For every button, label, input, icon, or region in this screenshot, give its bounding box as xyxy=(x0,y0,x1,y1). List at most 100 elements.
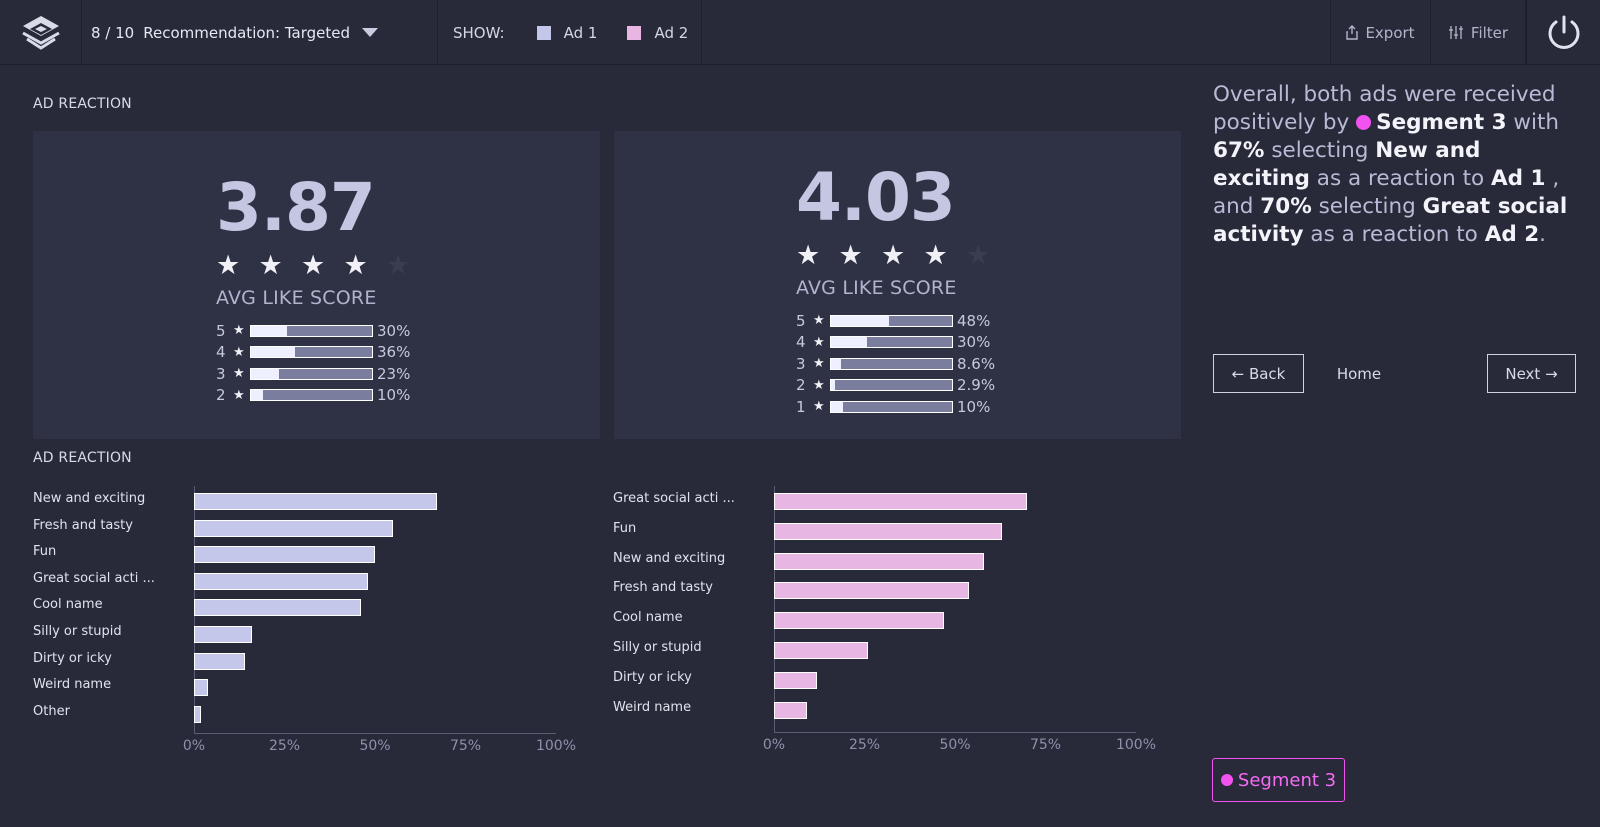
chart-x-axis xyxy=(774,732,1136,734)
chart-category-label: Great social acti ... xyxy=(33,570,155,586)
chart-bar[interactable] xyxy=(194,546,375,564)
dist-percent: 10% xyxy=(957,397,991,416)
chart-bar[interactable] xyxy=(774,612,945,630)
avg-score-value: 4.03 xyxy=(796,159,956,236)
logo[interactable] xyxy=(0,0,82,65)
dist-bar xyxy=(830,400,953,413)
back-button[interactable]: ← Back xyxy=(1213,354,1304,393)
chart-bar[interactable] xyxy=(774,701,807,719)
summary-pct1: 67% xyxy=(1213,138,1265,163)
chart-bar[interactable] xyxy=(774,493,1028,510)
chart-bar[interactable] xyxy=(194,679,209,697)
dist-row: 4 ★ 36% xyxy=(216,342,429,364)
score-card-ad1: 3.87 ★ ★ ★ ★ ★ AVG LIKE SCORE 5 ★ 30% 4 ★ 36… xyxy=(33,131,600,439)
star-icon: ★ xyxy=(813,313,825,329)
chart-tick-label: 75% xyxy=(449,738,482,755)
avg-score-value: 3.87 xyxy=(216,169,376,246)
chart-bar[interactable] xyxy=(774,522,1003,540)
summary-text: Overall, both ads were received positive… xyxy=(1213,81,1578,249)
chart-bar[interactable] xyxy=(774,552,984,570)
dist-level: 3 xyxy=(796,354,806,373)
chart-bar[interactable] xyxy=(194,626,252,643)
star-icon: ★ xyxy=(881,240,906,271)
summary-part: as a reaction to xyxy=(1310,222,1478,247)
chart-tick-label: 25% xyxy=(268,738,301,755)
chart-tick-label: 75% xyxy=(1029,737,1062,754)
chart-bar[interactable] xyxy=(194,652,245,670)
chart-tick-label: 100% xyxy=(535,738,577,755)
chart-bar[interactable] xyxy=(194,572,368,590)
segment-badge-label: Segment 3 xyxy=(1237,769,1337,791)
dist-bar-fill xyxy=(831,380,835,391)
dist-bar-fill xyxy=(251,347,295,358)
legend-label-ad1[interactable]: Ad 1 xyxy=(563,23,598,42)
dist-bar xyxy=(250,324,373,337)
star-empty-icon: ★ xyxy=(386,250,411,281)
reaction-chart-ad2: Great social acti ... Fun New and exciting… xyxy=(613,486,1173,776)
star-icon: ★ xyxy=(343,250,368,281)
chart-bar[interactable] xyxy=(194,599,361,617)
chart-bar[interactable] xyxy=(774,671,818,689)
star-icon: ★ xyxy=(813,356,825,372)
dist-bar xyxy=(830,336,953,349)
star-icon: ★ xyxy=(813,399,825,415)
chart-bar[interactable] xyxy=(194,493,437,510)
dist-percent: 8.6% xyxy=(957,354,996,373)
chart-x-axis xyxy=(194,733,556,735)
dist-bar-fill xyxy=(251,325,288,336)
star-icon: ★ xyxy=(838,240,863,271)
dist-row: 3 ★ 23% xyxy=(216,363,429,385)
chart-bar[interactable] xyxy=(774,642,869,659)
filter-label: Filter xyxy=(1470,23,1509,42)
dist-row: 1 ★ 10% xyxy=(796,396,1009,418)
step-counter: 8 / 10 xyxy=(91,23,135,42)
dist-row: 4 ★ 30% xyxy=(796,332,1009,354)
star-rating: ★ ★ ★ ★ ★ xyxy=(796,241,1009,271)
score-block: 3.87 ★ ★ ★ ★ ★ AVG LIKE SCORE 5 ★ 30% 4 ★ 36… xyxy=(216,175,429,406)
summary-reaction2: Great social activity xyxy=(1213,194,1568,247)
chart-category-label: Cool name xyxy=(613,610,683,626)
score-distribution: 5 ★ 30% 4 ★ 36% 3 ★ 23% 2 ★ 10% xyxy=(216,320,429,406)
dist-level: 1 xyxy=(796,397,806,416)
dist-bar-fill xyxy=(831,401,844,412)
chart-category-label: Dirty or icky xyxy=(33,650,112,666)
summary-ad1: Ad 1 xyxy=(1491,166,1546,191)
filter-button[interactable]: Filter xyxy=(1431,0,1526,65)
dist-percent: 30% xyxy=(377,321,411,340)
chart-bar[interactable] xyxy=(194,705,202,723)
segment-badge[interactable]: Segment 3 xyxy=(1212,758,1345,802)
star-icon: ★ xyxy=(233,366,245,382)
chart-category-label: Silly or stupid xyxy=(33,624,122,639)
chart-tick-label: 0% xyxy=(762,737,786,754)
dist-bar xyxy=(830,379,953,392)
avg-like-score-label: AVG LIKE SCORE xyxy=(216,287,377,309)
dist-percent: 30% xyxy=(957,333,991,352)
summary-part: . xyxy=(1539,222,1547,247)
avg-like-score-label: AVG LIKE SCORE xyxy=(796,277,957,299)
star-icon: ★ xyxy=(813,334,825,350)
summary-part: Overall, both ads were received positive… xyxy=(1213,82,1556,135)
home-button[interactable]: Home xyxy=(1336,364,1382,383)
segment-dot-icon xyxy=(1356,115,1372,130)
dist-level: 2 xyxy=(216,386,226,405)
recommendation-label: Recommendation: Targeted xyxy=(143,23,351,42)
next-button[interactable]: Next → xyxy=(1487,354,1576,393)
summary-part: selecting xyxy=(1271,138,1369,163)
chart-bar[interactable] xyxy=(194,519,394,537)
legend-swatch-ad2[interactable] xyxy=(627,25,642,40)
score-distribution: 5 ★ 48% 4 ★ 30% 3 ★ 8.6% 2 ★ 2.9% 1 ★ 10% xyxy=(796,310,1009,418)
recommendation-dropdown[interactable]: 8 / 10 Recommendation: Targeted xyxy=(82,0,438,65)
section-title-ad-reaction: AD REACTION xyxy=(33,96,132,112)
chart-category-label: Silly or stupid xyxy=(613,640,702,655)
legend-swatch-ad1[interactable] xyxy=(536,25,551,40)
star-icon: ★ xyxy=(216,250,241,281)
chart-bar[interactable] xyxy=(774,582,970,600)
legend-label-ad2[interactable]: Ad 2 xyxy=(654,23,689,42)
star-icon: ★ xyxy=(301,250,326,281)
export-button[interactable]: Export xyxy=(1330,0,1431,65)
power-button[interactable] xyxy=(1526,0,1600,65)
chart-tick-label: 100% xyxy=(1115,737,1157,754)
dist-bar xyxy=(250,367,373,380)
chart-category-label: New and exciting xyxy=(613,550,726,566)
dist-level: 5 xyxy=(216,321,226,340)
